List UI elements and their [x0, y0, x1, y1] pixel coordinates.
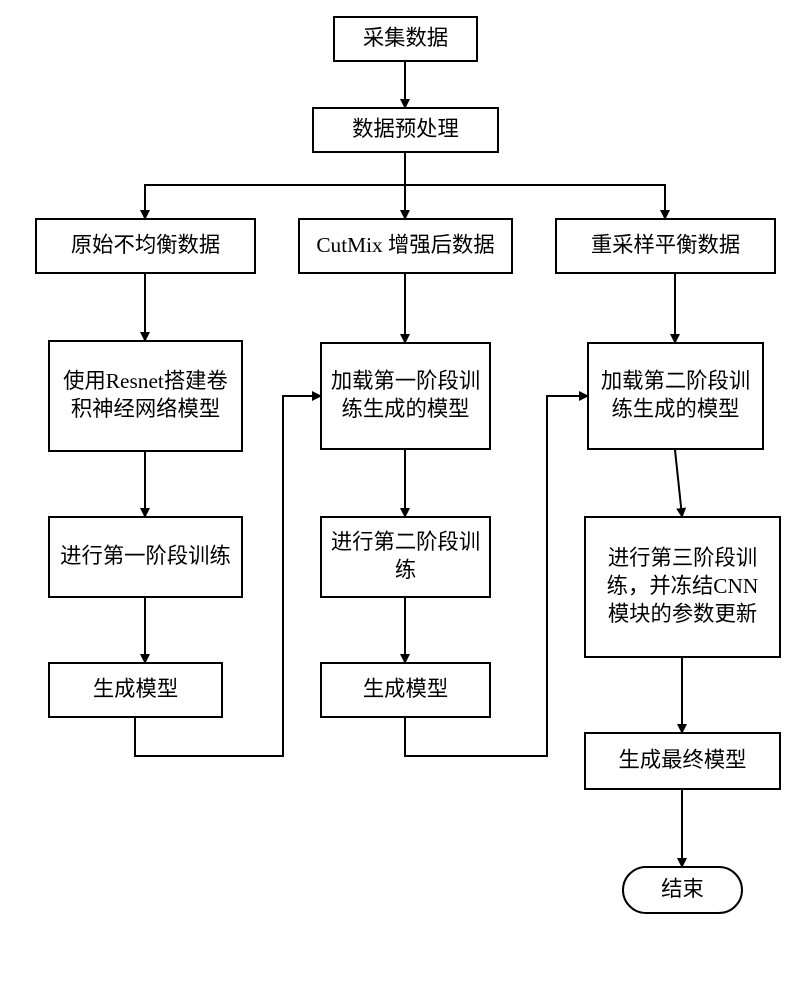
node-n4b: 加载第一阶段训练生成的模型	[320, 342, 491, 450]
node-label: 数据预处理	[352, 116, 459, 144]
node-label: 结束	[661, 876, 704, 904]
node-label: 加载第二阶段训练生成的模型	[597, 368, 754, 423]
node-label: 重采样平衡数据	[591, 232, 740, 260]
node-label: 原始不均衡数据	[71, 232, 220, 260]
node-n6b: 生成模型	[320, 662, 491, 718]
node-nend: 结束	[622, 866, 743, 914]
node-label: CutMix 增强后数据	[316, 232, 494, 260]
node-n5c: 进行第三阶段训练，并冻结CNN 模块的参数更新	[584, 516, 781, 658]
node-label: 进行第一阶段训练	[60, 543, 231, 571]
node-n4c: 加载第二阶段训练生成的模型	[587, 342, 764, 450]
node-n6a: 生成模型	[48, 662, 223, 718]
node-label: 生成模型	[93, 676, 178, 704]
node-label: 进行第三阶段训练，并冻结CNN 模块的参数更新	[594, 545, 771, 628]
node-n1: 采集数据	[333, 16, 478, 62]
edge-n2-n3a	[145, 153, 405, 218]
flowchart-canvas: 采集数据数据预处理原始不均衡数据 CutMix 增强后数据 重采样平衡数据使用Res…	[0, 0, 811, 1000]
node-n3a: 原始不均衡数据	[35, 218, 256, 274]
node-label: 生成模型	[363, 676, 448, 704]
node-n5a: 进行第一阶段训练	[48, 516, 243, 598]
node-label: 进行第二阶段训练	[330, 529, 481, 584]
node-label: 采集数据	[363, 25, 448, 53]
edge-n4c-n5c	[675, 450, 682, 516]
edge-n2-n3c	[405, 153, 665, 218]
node-n3b: CutMix 增强后数据	[298, 218, 513, 274]
node-label: 生成最终模型	[619, 747, 747, 775]
node-n5b: 进行第二阶段训练	[320, 516, 491, 598]
node-n2: 数据预处理	[312, 107, 499, 153]
node-label: 使用Resnet搭建卷积神经网络模型	[58, 368, 233, 423]
node-n4a: 使用Resnet搭建卷积神经网络模型	[48, 340, 243, 452]
node-n6c: 生成最终模型	[584, 732, 781, 790]
node-label: 加载第一阶段训练生成的模型	[330, 368, 481, 423]
node-n3c: 重采样平衡数据	[555, 218, 776, 274]
